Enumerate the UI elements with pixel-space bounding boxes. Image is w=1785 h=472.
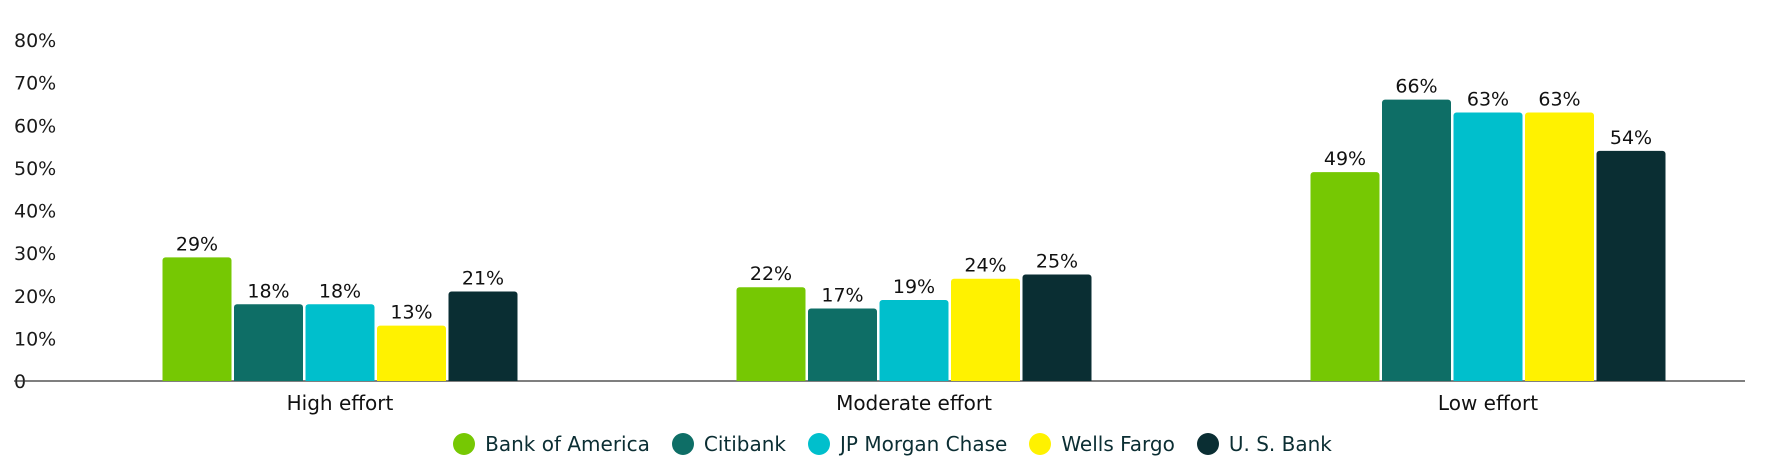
bar-base <box>305 377 375 381</box>
bar-base <box>879 377 949 381</box>
data-label: 49% <box>1324 148 1366 170</box>
data-label: 63% <box>1538 88 1580 110</box>
bar-chart: 0 10% 20% 30% 40% 50% 60% 70% 80% 29% 18% 18% 13% 21%… <box>14 30 1745 415</box>
data-label: 54% <box>1610 127 1652 149</box>
bar <box>1525 112 1594 382</box>
bar <box>234 304 303 381</box>
bar <box>1022 274 1092 381</box>
chart-legend: Bank of America Citibank JP Morgan Chase We… <box>0 432 1785 456</box>
legend-item: Citibank <box>671 432 787 456</box>
legend-swatch-icon <box>1196 433 1219 455</box>
bar-base <box>736 377 806 381</box>
bar-base <box>1525 377 1594 381</box>
bar <box>305 304 375 381</box>
data-label: 25% <box>1036 250 1078 272</box>
legend-swatch-icon <box>1029 433 1052 455</box>
legend-item: U. S. Bank <box>1196 432 1332 456</box>
y-tick-label: 0 <box>14 371 26 393</box>
data-label: 18% <box>319 280 361 302</box>
bar <box>1310 172 1380 381</box>
y-tick-label: 50% <box>14 158 56 180</box>
legend-item: JP Morgan Chase <box>808 432 1007 456</box>
legend-item: Bank of America <box>453 432 650 456</box>
legend-label: Bank of America <box>485 432 650 456</box>
bar <box>448 291 518 381</box>
legend-item: Wells Fargo <box>1029 432 1175 456</box>
bar-base <box>1310 377 1380 381</box>
y-tick-label: 30% <box>14 243 56 265</box>
data-label: 17% <box>821 285 863 307</box>
bar <box>808 308 877 381</box>
data-label: 19% <box>893 276 935 298</box>
category-label: Low effort <box>1438 391 1538 415</box>
bar <box>377 325 446 381</box>
data-label: 29% <box>176 233 218 255</box>
bar-base <box>377 377 446 381</box>
category-label: High effort <box>287 391 394 415</box>
y-tick-label: 20% <box>14 286 56 308</box>
y-tick-label: 70% <box>14 73 56 95</box>
y-tick-label: 60% <box>14 115 56 137</box>
bar-base <box>448 377 518 381</box>
bar-base <box>808 377 877 381</box>
y-tick-label: 40% <box>14 201 56 223</box>
bar-base <box>1022 377 1092 381</box>
data-label: 13% <box>390 302 432 324</box>
bar-base <box>1453 377 1523 381</box>
bar-base <box>1596 377 1666 381</box>
bar <box>1596 150 1666 381</box>
data-label: 63% <box>1467 88 1509 110</box>
bar <box>879 300 949 381</box>
data-label: 21% <box>462 267 504 289</box>
data-label: 22% <box>750 263 792 285</box>
legend-label: Citibank <box>703 432 787 456</box>
legend-swatch-icon <box>671 433 694 455</box>
bar <box>1382 99 1451 382</box>
bar-base <box>951 377 1020 381</box>
bar <box>736 287 806 381</box>
bar-base <box>1382 377 1451 381</box>
legend-swatch-icon <box>453 433 476 455</box>
data-label: 66% <box>1395 76 1437 98</box>
data-label: 24% <box>964 255 1006 277</box>
bar <box>1453 112 1523 382</box>
bar-base <box>234 377 303 381</box>
data-label: 18% <box>247 280 289 302</box>
bar-base <box>162 377 232 381</box>
y-tick-label: 80% <box>14 30 56 52</box>
legend-label: U. S. Bank <box>1228 432 1332 456</box>
category-label: Moderate effort <box>836 391 992 415</box>
y-tick-label: 10% <box>14 328 56 350</box>
bar <box>951 278 1020 381</box>
legend-label: JP Morgan Chase <box>840 432 1008 456</box>
legend-label: Wells Fargo <box>1061 432 1175 456</box>
bar <box>162 257 232 381</box>
legend-swatch-icon <box>808 433 831 455</box>
